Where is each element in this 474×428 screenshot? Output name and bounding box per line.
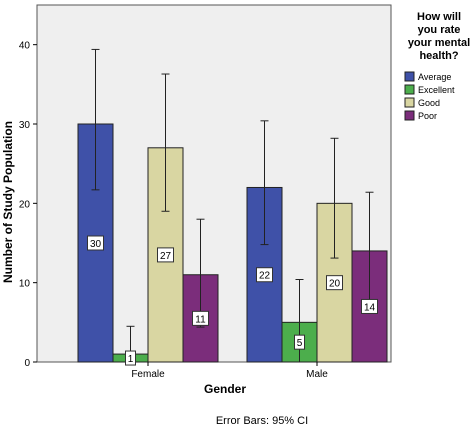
legend-swatch-average: [404, 71, 415, 82]
data-label-box: [256, 267, 273, 283]
axes-layer: 0 10 20 30 40 Female Male: [19, 41, 328, 380]
y-tick-label: 40: [19, 41, 31, 52]
legend-swatch-poor: [404, 110, 415, 121]
data-label-box: [326, 275, 343, 291]
x-tick-label: Female: [131, 369, 165, 380]
data-label: 20: [329, 279, 341, 290]
data-label: 27: [160, 251, 172, 262]
bars-layer: 30 1 27 11 22 5 20 14: [77, 48, 388, 366]
legend-swatch-good: [404, 97, 415, 108]
legend-title-line: How will: [417, 11, 461, 23]
legend-title-line: health?: [419, 50, 458, 62]
data-label: 11: [195, 314, 206, 325]
data-label-box: [125, 350, 136, 366]
data-label: 1: [128, 354, 134, 365]
data-label-box: [87, 235, 104, 251]
data-label: 5: [297, 338, 303, 349]
x-axis-label: Gender: [204, 382, 246, 396]
data-label-box: [192, 310, 209, 326]
y-tick-label: 0: [24, 358, 30, 369]
legend-label: Good: [418, 98, 440, 108]
data-label-box: [294, 334, 305, 350]
legend-label: Poor: [418, 111, 437, 121]
legend-swatch-excellent: [404, 84, 415, 95]
y-tick-label: 10: [19, 279, 31, 290]
x-tick-label: Male: [306, 369, 328, 380]
legend-title-line: you rate: [418, 24, 461, 36]
data-label: 22: [259, 271, 271, 282]
legend-label: Excellent: [418, 85, 455, 95]
data-label-box: [157, 247, 174, 263]
legend-label: Average: [418, 72, 451, 82]
y-tick-label: 20: [19, 199, 31, 210]
y-axis-label: Number of Study Population: [1, 121, 15, 283]
legend-title-line: your mental: [408, 37, 470, 49]
data-label: 14: [364, 302, 376, 313]
data-label-box: [361, 298, 378, 314]
data-label: 30: [90, 239, 102, 250]
footnote: Error Bars: 95% CI: [216, 415, 308, 427]
y-tick-label: 30: [19, 120, 31, 131]
